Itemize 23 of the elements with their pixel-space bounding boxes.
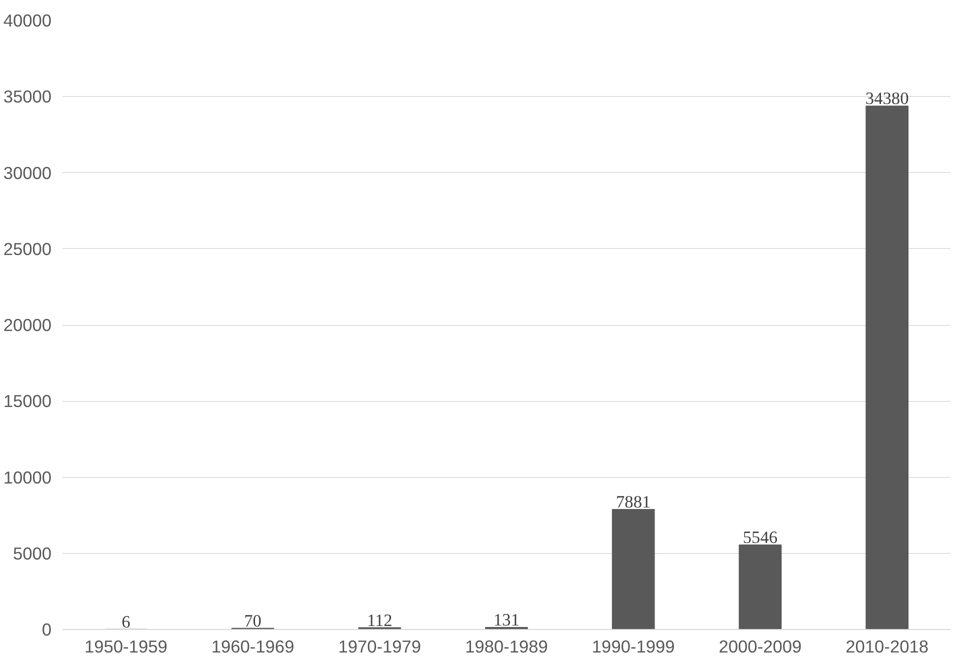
y-tick-label: 15000: [3, 391, 52, 412]
y-tick-label: 10000: [3, 467, 52, 488]
y-tick-label: 25000: [3, 238, 52, 259]
y-tick-label: 30000: [3, 162, 52, 183]
data-label: 5546: [742, 528, 778, 548]
y-tick-label: 35000: [3, 86, 52, 107]
x-tick-label: 1970-1979: [338, 636, 422, 656]
data-label: 7881: [616, 492, 651, 512]
x-tick-label: 2010-2018: [846, 636, 929, 656]
y-tick-label: 40000: [3, 10, 52, 30]
x-tick-label: 1950-1959: [84, 636, 168, 656]
y-tick-label: 5000: [12, 543, 52, 564]
x-tick-label: 1990-1999: [592, 636, 675, 656]
data-label: 70: [244, 611, 262, 630]
y-tick-label: 20000: [3, 315, 52, 335]
x-tick-label: 2000-2009: [718, 636, 802, 656]
data-label: 34380: [865, 89, 909, 108]
x-tick-label: 1980-1989: [465, 636, 548, 656]
data-label: 112: [366, 610, 392, 630]
data-label: 6: [122, 612, 131, 632]
x-tick-label: 1960-1969: [211, 636, 294, 656]
y-tick-label: 0: [42, 620, 52, 640]
data-label: 131: [494, 610, 520, 630]
